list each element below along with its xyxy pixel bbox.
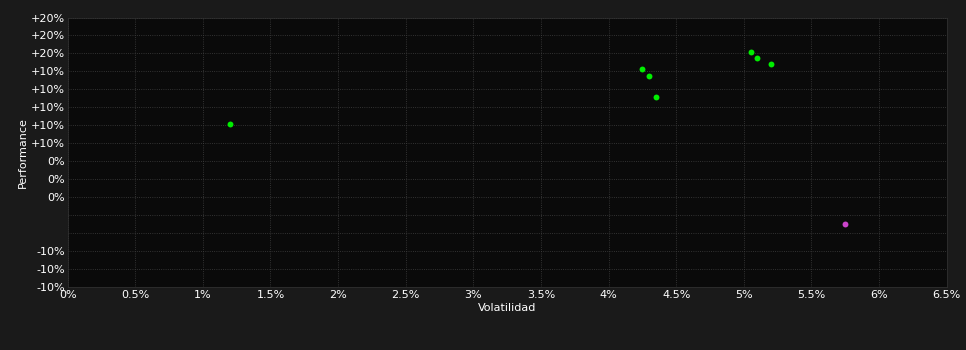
X-axis label: Volatilidad: Volatilidad	[478, 302, 536, 313]
Point	[743, 49, 758, 55]
Point	[648, 94, 664, 99]
Point	[641, 73, 657, 79]
Y-axis label: Performance: Performance	[18, 117, 28, 188]
Point	[635, 66, 650, 71]
Point	[763, 61, 779, 67]
Point	[222, 121, 238, 126]
Point	[750, 55, 765, 61]
Point	[838, 221, 853, 227]
